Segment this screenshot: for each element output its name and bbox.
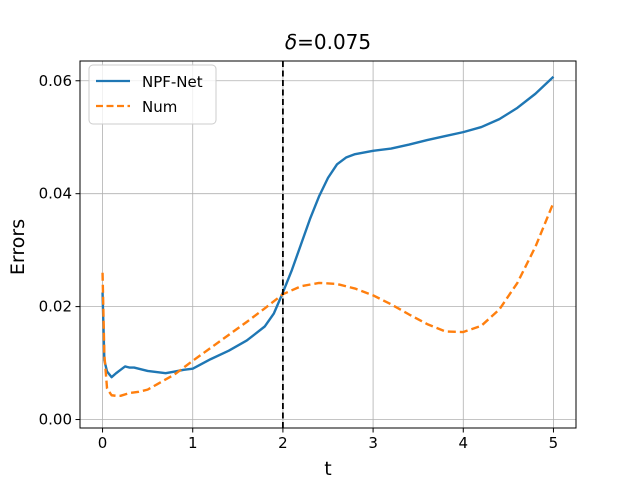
x-tick-label-0: 0 xyxy=(98,434,108,452)
y-tick-label-0: 0.00 xyxy=(39,411,72,429)
x-tick-label-5: 5 xyxy=(549,434,559,452)
y-tick-label-3: 0.06 xyxy=(39,72,72,90)
series-layer xyxy=(101,61,555,428)
x-axis-label: t xyxy=(324,458,331,480)
legend-label-num: Num xyxy=(142,98,177,116)
x-tick-label-4: 4 xyxy=(458,434,468,452)
series-line-npf-net xyxy=(101,75,555,379)
y-tick-label-1: 0.02 xyxy=(39,298,72,316)
tick-layer: 0 1 2 3 4 5 0.00 0.02 0.04 0.06 xyxy=(39,72,559,452)
chart-title: δ=0.075 xyxy=(285,30,371,54)
y-axis-label: Errors xyxy=(7,219,29,275)
legend-frame xyxy=(88,64,217,125)
x-tick-label-2: 2 xyxy=(278,434,288,452)
series-line-num xyxy=(101,202,555,398)
x-tick-label-1: 1 xyxy=(188,434,198,452)
legend-label-npf-net: NPF-Net xyxy=(142,73,203,91)
legend: NPF-Net Num xyxy=(88,64,217,125)
axes xyxy=(79,60,577,429)
x-tick-label-3: 3 xyxy=(368,434,378,452)
y-tick-label-2: 0.04 xyxy=(39,185,72,203)
plot-frame xyxy=(79,60,577,429)
